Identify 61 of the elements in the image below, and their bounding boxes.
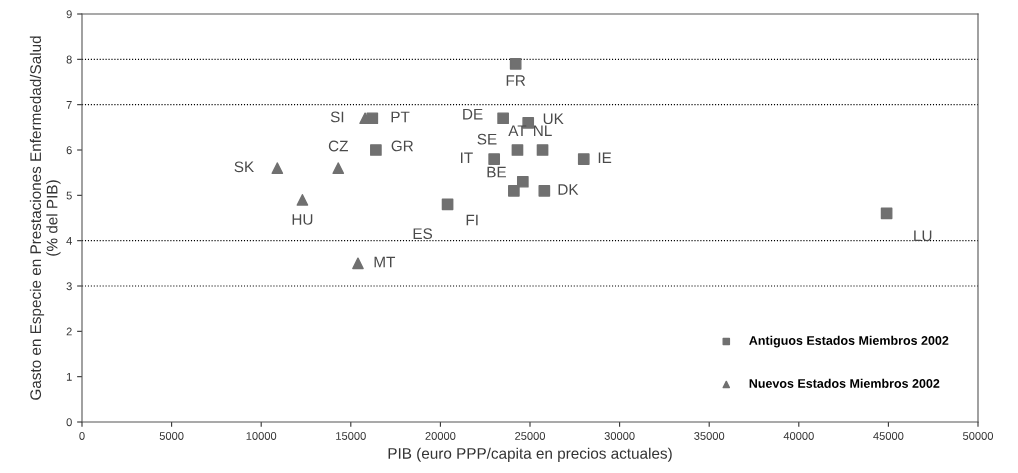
annotation: PT bbox=[391, 111, 410, 123]
annotation: CZ bbox=[328, 140, 348, 152]
point bbox=[511, 144, 524, 156]
annotation: DE bbox=[463, 108, 483, 120]
x-tick-label: 50000 bbox=[963, 432, 994, 440]
annotation: NL bbox=[534, 125, 552, 136]
point bbox=[296, 194, 309, 206]
x-tick-label: 5000 bbox=[159, 432, 184, 440]
y-axis-title: Gasto en Especie en Prestaciones Enfermedad/Salud (% del PIB) bbox=[29, 36, 61, 400]
point bbox=[516, 175, 529, 188]
x-tick-label: 20000 bbox=[425, 432, 456, 440]
legend-label: Nuevos Estados Miembros 2002 bbox=[749, 378, 940, 388]
point bbox=[508, 184, 520, 197]
point bbox=[271, 162, 284, 174]
x-tick-label: 10000 bbox=[246, 432, 277, 440]
y-tick-label: 0 bbox=[66, 418, 72, 427]
point bbox=[880, 207, 893, 220]
y-tick-label: 9 bbox=[66, 10, 72, 19]
y-tick-label: 6 bbox=[66, 146, 72, 155]
x-tick-label: 40000 bbox=[783, 432, 814, 440]
y-tick-label: 5 bbox=[66, 191, 72, 200]
annotation: ES bbox=[413, 228, 433, 240]
annotation: SK bbox=[234, 161, 255, 173]
annotation: UK bbox=[543, 113, 564, 125]
annotation: HU bbox=[292, 214, 313, 225]
annotation: FR bbox=[506, 75, 526, 86]
annotation: MT bbox=[374, 256, 396, 268]
x-tick-label: 0 bbox=[79, 432, 85, 440]
annotation: FI bbox=[466, 214, 478, 226]
y-tick-label: 3 bbox=[66, 282, 72, 291]
point bbox=[538, 184, 551, 197]
annotation: AT bbox=[508, 125, 527, 136]
y-tick-label: 8 bbox=[66, 55, 72, 64]
annotation: LU bbox=[914, 230, 932, 242]
x-tick-label: 35000 bbox=[694, 432, 725, 440]
x-tick-label: 30000 bbox=[604, 432, 635, 440]
annotation: DK bbox=[558, 184, 579, 195]
annotation: GR bbox=[391, 140, 414, 152]
y-tick-label: 1 bbox=[66, 373, 72, 381]
x-axis-title: PIB (euro PPP/capita en precios actuales) bbox=[388, 447, 672, 462]
annotation: IE bbox=[598, 152, 612, 164]
point bbox=[370, 144, 382, 156]
y-tick-label: 4 bbox=[66, 237, 72, 245]
point bbox=[488, 153, 501, 165]
x-tick-label: 45000 bbox=[873, 432, 904, 440]
point bbox=[577, 153, 590, 165]
y-tick-label: 2 bbox=[66, 327, 72, 336]
x-tick-label: 25000 bbox=[515, 432, 546, 440]
point bbox=[536, 144, 549, 156]
point bbox=[497, 112, 509, 125]
point bbox=[509, 58, 522, 70]
y-tick-label: 7 bbox=[66, 101, 72, 109]
annotation: SI bbox=[330, 111, 344, 123]
annotation: BE bbox=[487, 166, 506, 178]
annotation: IT bbox=[461, 152, 473, 164]
legend-label: Antiguos Estados Miembros 2002 bbox=[749, 335, 949, 348]
annotation: SE bbox=[477, 133, 497, 145]
point bbox=[441, 198, 454, 211]
x-tick-label: 15000 bbox=[336, 432, 366, 440]
point bbox=[352, 257, 364, 270]
point bbox=[332, 162, 345, 174]
